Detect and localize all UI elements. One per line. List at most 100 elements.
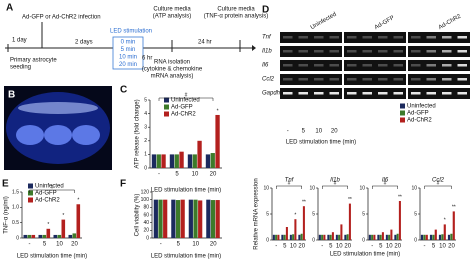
gel-row	[408, 32, 470, 43]
legend-swatch	[164, 111, 169, 117]
timeline-text: RNA isolation	[154, 60, 190, 66]
gel-row-label: Il1b	[262, 49, 272, 55]
bar	[31, 234, 36, 238]
bar	[169, 154, 175, 168]
bar	[174, 154, 179, 168]
y-axis-label: Relative mRNA expression	[254, 178, 260, 249]
bar	[53, 234, 58, 238]
gel-band	[411, 64, 421, 67]
x-tick-label: 20	[448, 244, 455, 250]
bar	[377, 234, 380, 240]
bar	[331, 232, 334, 240]
gel-row	[344, 60, 406, 71]
sig-bracket	[276, 185, 302, 189]
annotation: #	[334, 180, 337, 186]
gel-band	[347, 92, 357, 95]
panel-label: C	[120, 85, 127, 96]
bar	[179, 151, 184, 168]
bar	[329, 234, 332, 240]
chart-title: Il1b	[330, 178, 340, 184]
legend-swatch	[164, 104, 169, 110]
annotation: #	[288, 180, 291, 186]
gel-band	[378, 36, 388, 39]
gel-band	[426, 50, 436, 53]
led-time: 20 min	[119, 62, 137, 68]
annotation: **	[452, 205, 456, 211]
x-tick-label: -	[158, 172, 160, 178]
gel-band	[347, 78, 357, 81]
gel-band	[347, 36, 357, 39]
y-tick-label: 2	[144, 138, 147, 144]
legend-swatch	[400, 117, 405, 123]
bar	[432, 234, 435, 240]
x-tick-label: -	[424, 244, 426, 250]
gel-band	[298, 92, 308, 95]
gel-band	[378, 50, 388, 53]
bar	[348, 203, 351, 240]
bar	[292, 234, 295, 240]
gel-lane-label: 5	[302, 129, 306, 135]
annotation: *	[47, 222, 49, 228]
x-tick-label: 20	[71, 242, 78, 248]
legend-swatch	[400, 103, 405, 109]
sig-bracket	[322, 185, 348, 189]
legend-label: Uninfected	[171, 98, 200, 104]
annotation: **	[348, 197, 352, 203]
bar	[277, 234, 280, 240]
bar	[161, 154, 166, 168]
gel-band	[314, 50, 324, 53]
y-tick-label: 10	[359, 185, 365, 191]
gel-band	[347, 64, 357, 67]
bar	[42, 234, 47, 238]
y-tick-label: 0	[266, 237, 269, 243]
timeline-text: Primary astrocyte	[10, 58, 57, 64]
chart-title: Il6	[382, 178, 389, 184]
y-tick-label: 5	[414, 211, 417, 217]
gel-row	[344, 46, 406, 57]
gel-band	[362, 64, 372, 67]
timeline-text: mRNA analysis)	[151, 74, 194, 80]
annotation: #	[384, 180, 387, 186]
x-tick-label: 10	[290, 244, 297, 250]
gel-band	[442, 50, 452, 53]
bar	[193, 199, 198, 238]
timeline-text: 24 hr	[198, 40, 212, 46]
bar	[318, 234, 321, 240]
annotation: **	[398, 194, 402, 200]
bar	[153, 199, 158, 238]
gel-row	[280, 74, 342, 85]
bar	[327, 234, 330, 240]
x-tick-label: 10	[336, 244, 343, 250]
gel-band	[411, 36, 421, 39]
panel-label: E	[2, 179, 9, 190]
x-tick-label: 5	[432, 244, 436, 250]
gel-row	[344, 88, 406, 99]
x-tick-label: -	[160, 242, 162, 248]
gel-band	[457, 50, 467, 53]
bar	[420, 234, 424, 240]
y-tick-label: 80	[143, 205, 149, 211]
gel-band	[329, 50, 339, 53]
y-tick-label: 100	[141, 197, 150, 203]
gel-band	[314, 36, 324, 39]
gel-band	[298, 78, 308, 81]
gel-band	[393, 36, 403, 39]
y-tick-label: 0	[146, 235, 149, 241]
gel-band	[329, 78, 339, 81]
bar	[76, 204, 81, 238]
bar	[206, 199, 211, 238]
gel-row-label: Gapdh	[262, 91, 281, 97]
gel-band	[283, 50, 293, 53]
timeline-text: 1 day	[12, 38, 27, 44]
panel-label: B	[8, 90, 15, 101]
y-tick-label: 10	[411, 185, 417, 191]
legend-label: Ad-GFP	[407, 111, 429, 117]
x-tick-label: 20	[298, 244, 305, 250]
bar	[346, 234, 349, 240]
bar	[163, 199, 168, 238]
gel-group-label: Ad-GFP	[374, 15, 396, 31]
bar	[285, 227, 288, 240]
bar	[281, 234, 284, 240]
